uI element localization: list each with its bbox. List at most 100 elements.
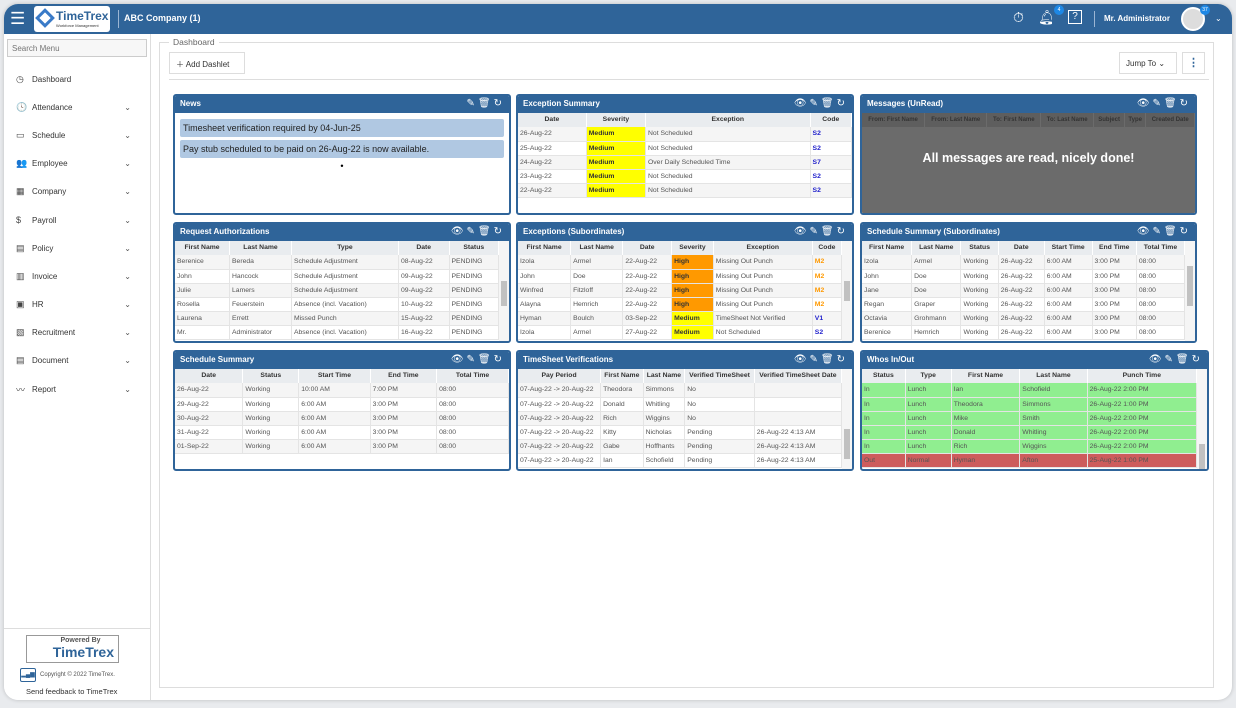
edit-icon[interactable]: ✎ [809, 354, 821, 365]
table-row[interactable]: John Doe 22-Aug-22 High Missing Out Punch M2 [518, 269, 843, 284]
scrollbar[interactable] [842, 241, 852, 341]
refresh-icon[interactable]: ↻ [1179, 98, 1191, 109]
column-header[interactable]: First Name [862, 241, 913, 255]
column-header[interactable]: Status [862, 369, 906, 383]
news-item[interactable]: Timesheet verification required by 04-Ju… [180, 119, 504, 137]
table-row[interactable]: John Doe Working 26-Aug-22 6:00 AM 3:00 PM 08:… [862, 269, 1186, 284]
column-header[interactable]: Type [905, 369, 952, 383]
table-row[interactable]: John Hancock Schedule Adjustment 09-Aug-22 P… [175, 269, 499, 284]
table-row[interactable]: Rosella Feuerstein Absence (incl. Vacation… [175, 297, 499, 312]
table-row[interactable]: Laurena Errett Missed Punch 15-Aug-22 PENDIN… [175, 311, 499, 326]
column-header[interactable]: Status [242, 369, 300, 383]
column-header[interactable]: First Name [951, 369, 1021, 383]
refresh-icon[interactable]: ↻ [493, 226, 505, 237]
column-header[interactable]: Punch Time [1087, 369, 1198, 383]
table-row[interactable]: 07-Aug-22 -> 20-Aug-22 Ian Schofield Pendin… [518, 453, 843, 469]
search-menu-input[interactable] [7, 39, 147, 57]
news-item[interactable]: Pay stub scheduled to be paid on 26-Aug-… [180, 140, 504, 158]
table-row[interactable]: Izola Armel Working 26-Aug-22 6:00 AM 3:00 PM… [862, 255, 1186, 270]
column-header[interactable]: To: Last Name [1040, 113, 1095, 127]
column-header[interactable]: Verified TimeSheet Date [754, 369, 843, 383]
table-row[interactable]: 07-Aug-22 -> 20-Aug-22 Rich Wiggins No [518, 411, 843, 426]
chevron-down-icon[interactable]: ⌄ [124, 215, 131, 225]
table-row[interactable]: 07-Aug-22 -> 20-Aug-22 Donald Whitling No [518, 397, 843, 412]
bell-icon[interactable]: 🔔︎ [1038, 9, 1052, 25]
column-header[interactable]: From: Last Name [924, 113, 988, 127]
column-header[interactable]: Status [960, 241, 999, 255]
sidebar-item-dashboard[interactable]: ◷ Dashboard [4, 65, 151, 93]
table-row[interactable]: Alayna Hemrich 22-Aug-22 High Missing Out Pu… [518, 297, 843, 312]
chevron-down-icon[interactable]: ⌄ [1215, 14, 1222, 23]
column-header[interactable]: From: First Name [862, 113, 926, 127]
chevron-down-icon[interactable]: ⌄ [124, 159, 131, 169]
hamburger-menu-icon[interactable]: ☰ [10, 9, 26, 28]
sidebar-item-employee[interactable]: 👥 Employee ⌄ [4, 150, 151, 178]
eye-icon[interactable]: 👁︎ [450, 226, 467, 237]
column-header[interactable]: Date [998, 241, 1045, 255]
column-header[interactable]: Severity [671, 241, 714, 255]
chevron-down-icon[interactable]: ⌄ [124, 102, 131, 112]
table-row[interactable]: 30-Aug-22 Working 6:00 AM 3:00 PM 08:00 [175, 411, 509, 426]
more-options-icon[interactable]: ⋮ [1182, 52, 1205, 74]
sidebar-item-payroll[interactable]: $ Payroll ⌄ [4, 206, 151, 234]
eye-icon[interactable]: 👁︎ [793, 226, 810, 237]
chevron-down-icon[interactable]: ⌄ [124, 130, 131, 140]
column-header[interactable]: Subject [1093, 113, 1125, 127]
add-dashlet-button[interactable]: ＋ Add Dashlet [169, 52, 245, 74]
column-header[interactable]: Last Name [643, 369, 686, 383]
trash-icon[interactable]: 🗑︎ [820, 98, 837, 109]
edit-icon[interactable]: ✎ [466, 226, 478, 237]
column-header[interactable]: Last Name [1019, 369, 1088, 383]
column-header[interactable]: Date [398, 241, 450, 255]
trash-icon[interactable]: 🗑︎ [477, 226, 494, 237]
trash-icon[interactable]: 🗑︎ [477, 354, 494, 365]
eye-icon[interactable]: 👁︎ [1136, 226, 1153, 237]
column-header[interactable]: Total Time [436, 369, 509, 383]
edit-icon[interactable]: ✎ [1152, 226, 1164, 237]
eye-icon[interactable]: 👁︎ [793, 98, 810, 109]
scrollbar[interactable] [1185, 241, 1195, 341]
edit-icon[interactable]: ✎ [809, 98, 821, 109]
powered-by-logo[interactable]: Powered By TimeTrex [26, 635, 119, 663]
table-row[interactable]: Mr. Administrator Absence (incl. Vacation)… [175, 325, 499, 341]
sidebar-item-company[interactable]: ▦ Company ⌄ [4, 178, 151, 206]
refresh-icon[interactable]: ↻ [836, 226, 848, 237]
table-row[interactable]: 07-Aug-22 -> 20-Aug-22 Gabe Hoffhants Pendi… [518, 439, 843, 454]
table-row[interactable]: 26-Aug-22 Medium Not Scheduled S2 [518, 127, 852, 142]
table-row[interactable]: Izola Armel 22-Aug-22 High Missing Out Punch… [518, 255, 843, 270]
sidebar-item-invoice[interactable]: ▥ Invoice ⌄ [4, 262, 151, 290]
table-row[interactable]: 31-Aug-22 Working 6:00 AM 3:00 PM 08:00 [175, 425, 509, 440]
sidebar-item-attendance[interactable]: 🕓 Attendance ⌄ [4, 93, 151, 121]
feedback-link[interactable]: Send feedback to TimeTrex [26, 687, 118, 696]
column-header[interactable]: Code [812, 241, 843, 255]
table-row[interactable]: Berenice Hemrich Working 26-Aug-22 6:00 AM 3:… [862, 325, 1186, 341]
column-header[interactable]: First Name [175, 241, 231, 255]
chevron-down-icon[interactable]: ⌄ [124, 328, 131, 338]
column-header[interactable]: Start Time [298, 369, 371, 383]
refresh-icon[interactable]: ↻ [493, 98, 505, 109]
column-header[interactable]: Type [291, 241, 399, 255]
table-row[interactable]: 07-Aug-22 -> 20-Aug-22 Theodora Simmons No [518, 383, 843, 398]
help-icon[interactable]: ? [1068, 10, 1082, 24]
scrollbar[interactable] [842, 369, 852, 469]
table-row[interactable]: 23-Aug-22 Medium Not Scheduled S2 [518, 169, 852, 184]
sidebar-item-hr[interactable]: ▣ HR ⌄ [4, 291, 151, 319]
sidebar-item-document[interactable]: ▤ Document ⌄ [4, 347, 151, 375]
refresh-icon[interactable]: ↻ [1191, 354, 1203, 365]
column-header[interactable]: Date [518, 113, 587, 127]
chevron-down-icon[interactable]: ⌄ [124, 384, 131, 394]
column-header[interactable]: Last Name [911, 241, 962, 255]
column-header[interactable]: To: First Name [986, 113, 1042, 127]
edit-icon[interactable]: ✎ [466, 98, 478, 109]
trash-icon[interactable]: 🗑︎ [820, 354, 837, 365]
timetrex-logo[interactable]: TimeTrex Workforce Management [34, 6, 110, 32]
column-header[interactable]: Code [810, 113, 852, 127]
column-header[interactable]: Status [449, 241, 499, 255]
trash-icon[interactable]: 🗑︎ [1163, 226, 1180, 237]
table-row[interactable]: Regan Graper Working 26-Aug-22 6:00 AM 3:00 P… [862, 297, 1186, 312]
trash-icon[interactable]: 🗑︎ [820, 226, 837, 237]
table-row[interactable]: 29-Aug-22 Working 6:00 AM 3:00 PM 08:00 [175, 397, 509, 412]
chevron-down-icon[interactable]: ⌄ [124, 300, 131, 310]
column-header[interactable]: Total Time [1136, 241, 1186, 255]
refresh-icon[interactable]: ↻ [836, 98, 848, 109]
